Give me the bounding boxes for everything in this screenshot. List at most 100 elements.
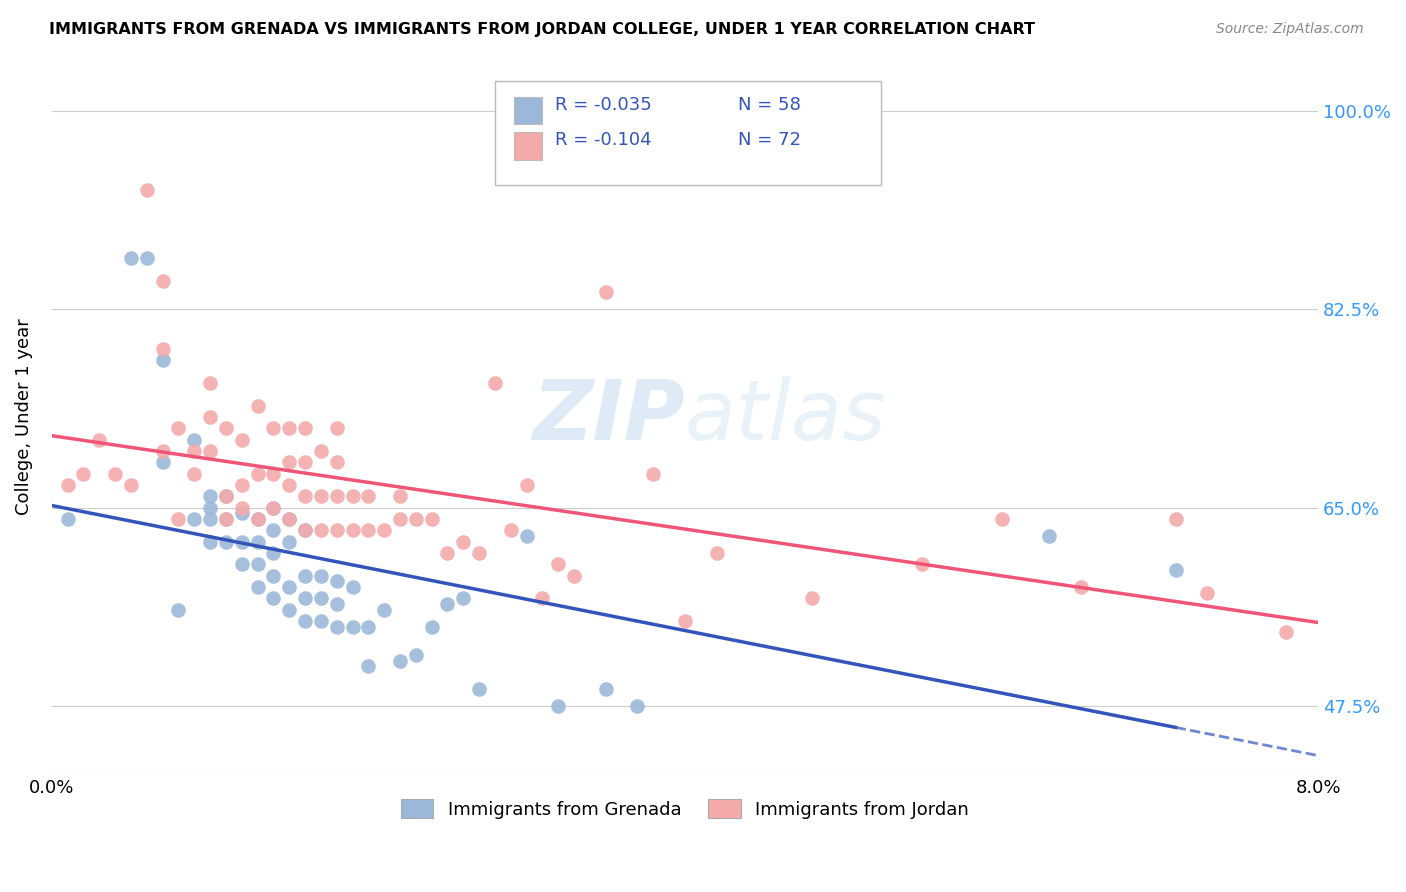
Point	[89, 433, 111, 447]
Point	[215, 512, 238, 526]
Point	[278, 512, 301, 526]
Point	[436, 546, 458, 560]
Point	[56, 478, 79, 492]
Point	[278, 455, 301, 469]
Point	[198, 534, 221, 549]
Point	[198, 376, 221, 390]
Point	[1070, 580, 1092, 594]
Point	[643, 467, 665, 481]
Point	[294, 489, 316, 503]
Point	[135, 183, 157, 197]
Point	[800, 591, 823, 606]
Point	[342, 489, 364, 503]
Point	[531, 591, 554, 606]
Point	[215, 489, 238, 503]
Point	[420, 512, 443, 526]
Point	[357, 620, 380, 634]
Point	[405, 648, 427, 662]
Point	[246, 512, 269, 526]
Point	[231, 433, 253, 447]
Point	[294, 523, 316, 537]
Point	[1275, 625, 1298, 640]
Point	[231, 500, 253, 515]
Point	[152, 274, 174, 288]
Point	[152, 455, 174, 469]
Point	[152, 353, 174, 368]
Point	[262, 500, 284, 515]
Point	[215, 421, 238, 435]
Point	[342, 580, 364, 594]
Text: atlas: atlas	[685, 376, 887, 458]
Point	[294, 455, 316, 469]
Point	[198, 409, 221, 424]
Point	[294, 523, 316, 537]
Point	[246, 512, 269, 526]
Point	[278, 421, 301, 435]
Text: ZIP: ZIP	[533, 376, 685, 458]
Text: N = 72: N = 72	[738, 131, 801, 149]
Y-axis label: College, Under 1 year: College, Under 1 year	[15, 318, 32, 516]
Point	[325, 597, 347, 611]
Point	[1164, 563, 1187, 577]
Point	[325, 455, 347, 469]
Point	[325, 620, 347, 634]
Point	[198, 512, 221, 526]
Point	[135, 251, 157, 265]
Point	[231, 506, 253, 520]
Point	[309, 568, 332, 582]
Point	[167, 512, 190, 526]
Point	[468, 681, 491, 696]
Point	[562, 568, 585, 582]
Point	[294, 568, 316, 582]
Point	[198, 500, 221, 515]
Point	[278, 512, 301, 526]
Point	[152, 342, 174, 356]
Point	[595, 681, 617, 696]
Point	[294, 591, 316, 606]
Point	[453, 591, 475, 606]
Point	[215, 534, 238, 549]
Point	[56, 512, 79, 526]
Point	[325, 574, 347, 589]
Point	[1164, 512, 1187, 526]
Point	[262, 421, 284, 435]
Point	[278, 534, 301, 549]
Point	[373, 602, 395, 616]
Point	[499, 523, 522, 537]
Point	[388, 512, 411, 526]
Legend: Immigrants from Grenada, Immigrants from Jordan: Immigrants from Grenada, Immigrants from…	[394, 792, 976, 826]
Point	[262, 591, 284, 606]
Point	[167, 421, 190, 435]
Point	[278, 580, 301, 594]
Point	[547, 699, 569, 714]
Point	[1038, 529, 1060, 543]
Point	[262, 546, 284, 560]
Point	[516, 478, 538, 492]
Point	[388, 489, 411, 503]
Point	[484, 376, 506, 390]
Point	[104, 467, 127, 481]
Point	[120, 251, 142, 265]
Point	[246, 467, 269, 481]
Point	[278, 602, 301, 616]
Point	[516, 529, 538, 543]
Point	[309, 614, 332, 628]
Point	[388, 654, 411, 668]
Text: R = -0.104: R = -0.104	[554, 131, 651, 149]
Point	[278, 478, 301, 492]
Point	[373, 523, 395, 537]
Point	[342, 620, 364, 634]
Point	[231, 558, 253, 572]
Text: R = -0.035: R = -0.035	[554, 95, 651, 113]
Point	[246, 399, 269, 413]
Point	[342, 523, 364, 537]
Point	[262, 568, 284, 582]
Point	[420, 620, 443, 634]
Point	[198, 443, 221, 458]
Point	[325, 489, 347, 503]
Point	[262, 523, 284, 537]
Point	[309, 523, 332, 537]
Point	[262, 500, 284, 515]
Point	[990, 512, 1012, 526]
Point	[309, 443, 332, 458]
